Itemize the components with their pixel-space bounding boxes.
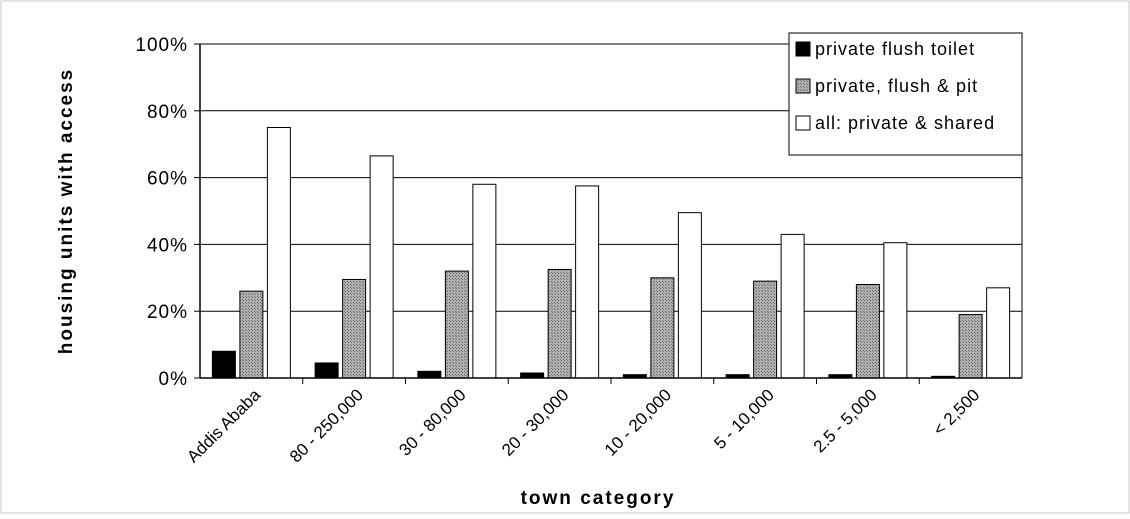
legend-swatch xyxy=(795,115,811,131)
bar-2 xyxy=(650,277,675,379)
y-tick-label: 80% xyxy=(147,102,188,123)
bar-1 xyxy=(314,362,339,379)
bar-1 xyxy=(211,350,236,379)
y-tick-label: 20% xyxy=(147,302,188,323)
bar-2 xyxy=(547,268,572,379)
legend-swatch xyxy=(795,41,811,57)
bar-2 xyxy=(958,314,983,379)
y-tick-label: 100% xyxy=(135,35,188,56)
bar-3 xyxy=(883,242,908,379)
y-tick-label: 60% xyxy=(147,169,188,190)
bar-3 xyxy=(575,185,600,379)
bar-2 xyxy=(239,290,264,379)
bar-3 xyxy=(986,287,1011,379)
legend-label: private flush toilet xyxy=(815,39,975,59)
bar-2 xyxy=(342,278,367,379)
bar-2 xyxy=(855,283,880,379)
legend-items: private flush toilet private, flush & pit… xyxy=(795,39,995,133)
x-axis-title: town category xyxy=(521,488,676,509)
bar-1 xyxy=(417,370,442,379)
bar-1 xyxy=(520,372,545,379)
axes-layer xyxy=(194,43,1023,384)
bar-3 xyxy=(369,155,394,379)
bar-3 xyxy=(472,183,497,379)
bar-3 xyxy=(266,127,291,379)
y-tick-label: 0% xyxy=(159,369,188,390)
legend: private flush toilet private, flush & pit… xyxy=(788,32,1023,156)
bar-2 xyxy=(444,270,469,379)
legend-label: private, flush & pit xyxy=(815,76,978,96)
y-axis-title: housing units with access xyxy=(56,68,77,355)
legend-swatch xyxy=(795,78,811,94)
bars-layer xyxy=(211,127,1011,379)
bar-3 xyxy=(677,212,702,379)
legend-box xyxy=(788,32,1023,156)
legend-label: all: private & shared xyxy=(815,113,995,133)
y-tick-label: 40% xyxy=(147,235,188,256)
bar-2 xyxy=(753,280,778,379)
bar-3 xyxy=(780,233,805,379)
